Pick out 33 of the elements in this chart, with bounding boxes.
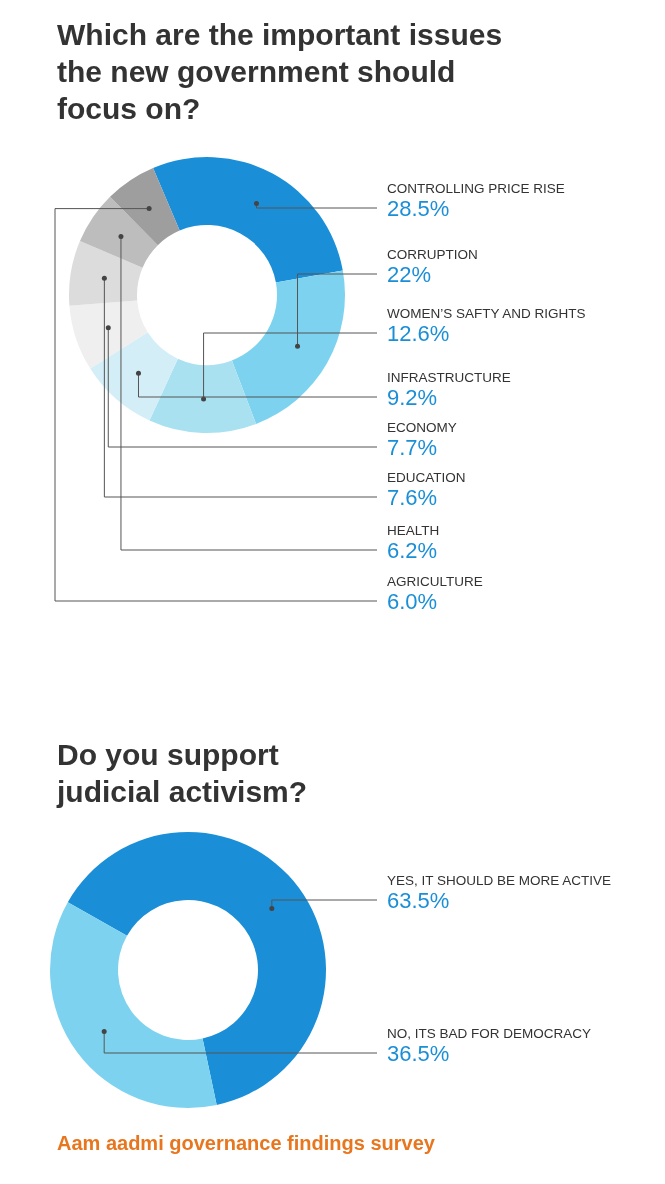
slice-label: EDUCATION (387, 470, 466, 485)
donut-slice (67, 832, 326, 1105)
data-label: 22% (387, 262, 432, 287)
slice-label: INFRASTRUCTURE (387, 370, 511, 385)
data-label: 9.2% (387, 385, 438, 410)
data-label: 7.7% (387, 435, 438, 460)
slice-label: CORRUPTION (387, 247, 478, 262)
data-label: 12.6% (387, 321, 450, 346)
slice-label: AGRICULTURE (387, 574, 483, 589)
slice-label: CONTROLLING PRICE RISE (387, 181, 565, 196)
data-label: 36.5% (387, 1041, 450, 1066)
chart-title: Do you support judicial activism? (57, 737, 309, 810)
donut-slice (231, 270, 345, 424)
slice-label: WOMEN’S SAFTY AND RIGHTS (387, 306, 586, 321)
donut-slice (69, 300, 148, 369)
data-label: 63.5% (387, 888, 450, 913)
donut-slice (79, 196, 158, 268)
slice-label: HEALTH (387, 523, 440, 538)
data-label: 7.6% (387, 485, 438, 510)
slice-label: YES, IT SHOULD BE MORE ACTIVE (387, 873, 612, 888)
donut-slice (69, 241, 143, 306)
data-label: 6.2% (387, 538, 438, 563)
donut-slice (153, 157, 343, 283)
donut-slice (149, 358, 257, 433)
text: Aam aadmi governance findings survey (57, 1132, 435, 1155)
chart-title: Which are the important issues the new government should focus on? (57, 17, 504, 127)
donut-slice (50, 902, 217, 1108)
donut-slice (90, 332, 178, 421)
donut-slice (110, 167, 180, 246)
data-label: 28.5% (387, 196, 450, 221)
slice-label: ECONOMY (387, 420, 457, 435)
data-label: 6.0% (387, 589, 438, 614)
slice-label: NO, ITS BAD FOR DEMOCRACY (387, 1026, 592, 1041)
